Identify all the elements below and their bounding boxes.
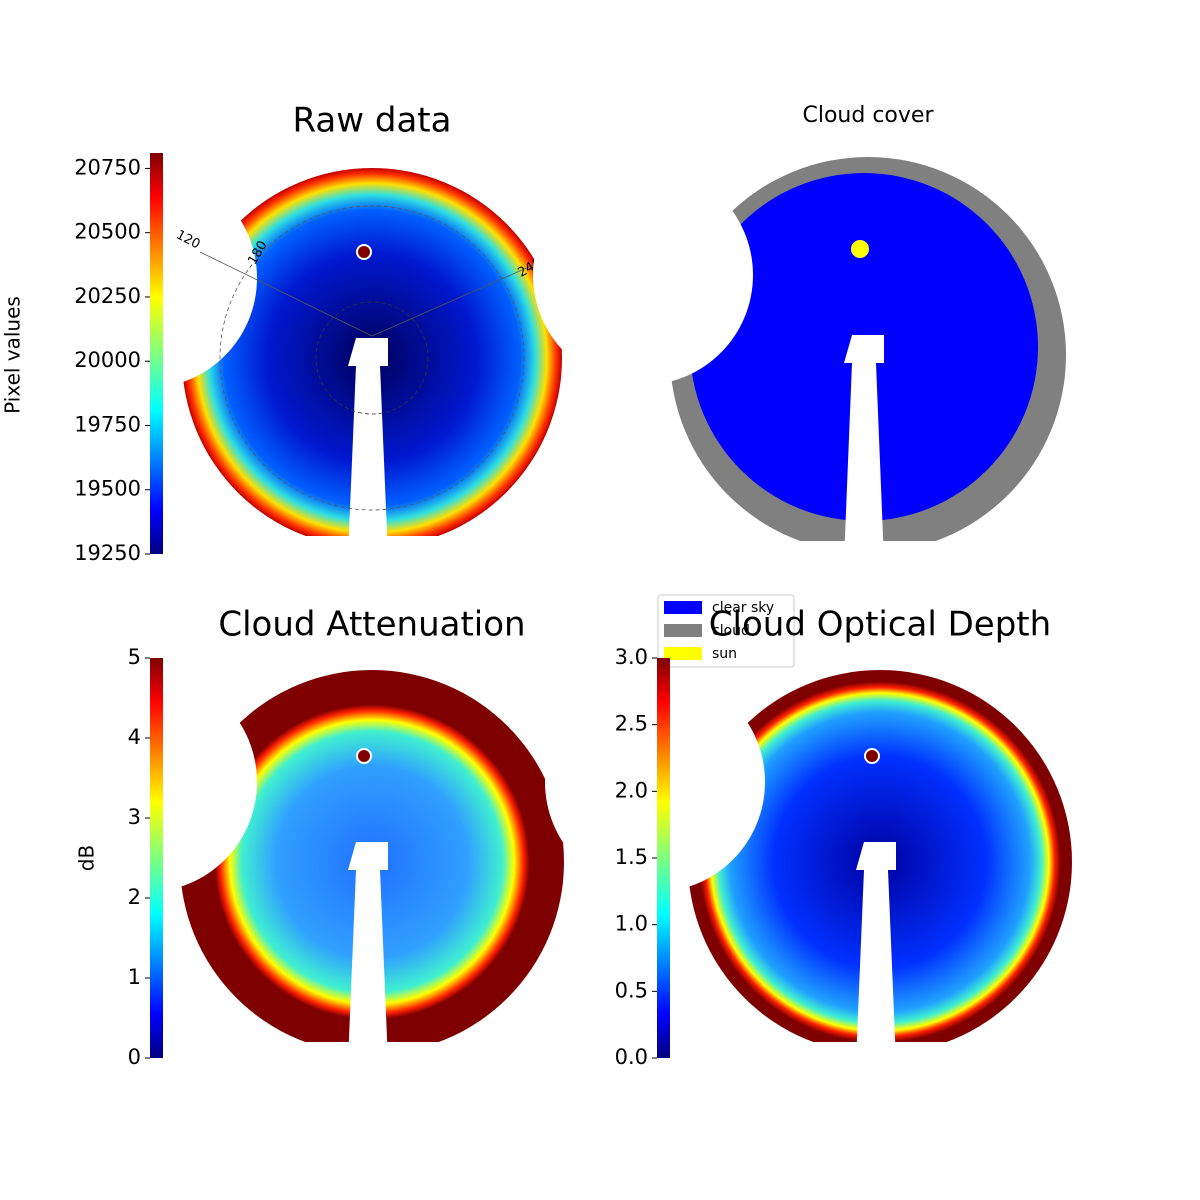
- colorbar: [150, 658, 163, 1058]
- panel-title: Cloud Attenuation: [218, 605, 525, 645]
- panel-title: Cloud Optical Depth: [709, 605, 1051, 645]
- colorbar-tick-label: 20750: [74, 155, 141, 179]
- sky-image: [37, 670, 569, 1062]
- cutout: [545, 672, 765, 892]
- colorbar-tick-label: 3: [128, 805, 141, 829]
- colorbar-tick-label: 2.5: [615, 712, 648, 736]
- panel-title: Raw data: [293, 101, 452, 141]
- legend-label: sun: [712, 646, 737, 662]
- azimuth-line: [199, 251, 373, 337]
- cutout: [37, 672, 257, 892]
- colorbar-tick-label: 0.5: [615, 978, 648, 1002]
- legend-label: clear sky: [712, 600, 774, 616]
- colorbar-tick-label: 19250: [74, 541, 141, 565]
- sun-region: [851, 240, 869, 258]
- colorbar-tick-label: 20500: [74, 220, 141, 244]
- colorbar-tick-label: 5: [128, 645, 141, 669]
- colorbar: [657, 658, 670, 1058]
- grid-circle: [315, 301, 429, 415]
- colorbar-tick-label: 0.0: [615, 1045, 648, 1069]
- colorbar-tick-label: 1.5: [615, 845, 648, 869]
- colorbar-tick-label: 2: [128, 885, 141, 909]
- sun-spot: [356, 748, 372, 764]
- cutout: [533, 165, 753, 385]
- colorbar-tick-label: 20000: [74, 348, 141, 372]
- colorbar-tick-label: 1.0: [615, 912, 648, 936]
- colorbar-tick-label: 3.0: [615, 645, 648, 669]
- grid-circle: [219, 205, 525, 511]
- colorbar-tick-label: 19750: [74, 412, 141, 436]
- panel-title: Cloud cover: [803, 103, 935, 128]
- legend-swatch: [664, 624, 702, 637]
- legend-swatch: [664, 601, 702, 614]
- mast: [348, 338, 388, 556]
- colorbar-tick-label: 4: [128, 725, 141, 749]
- colorbar-tick-label: 20250: [74, 284, 141, 308]
- colorbar-tick-label: 19500: [74, 477, 141, 501]
- legend-swatch: [664, 647, 702, 660]
- colorbar-label: Pixel values: [1, 296, 25, 414]
- sky-image: [37, 168, 567, 556]
- legend-label: cloud: [712, 623, 750, 639]
- colorbar-tick-label: 0: [128, 1045, 141, 1069]
- mast: [348, 842, 388, 1062]
- colorbar-tick-label: 2.0: [615, 778, 648, 802]
- mast: [856, 842, 896, 1062]
- sun-spot: [864, 748, 880, 764]
- sky-image: [545, 670, 1077, 1062]
- colorbar-tick-label: 1: [128, 965, 141, 989]
- colorbar: [150, 153, 163, 554]
- mast: [844, 335, 884, 561]
- cutout: [37, 168, 257, 388]
- colorbar-label: dB: [75, 845, 99, 871]
- sun-spot: [356, 244, 372, 260]
- sky-image: [533, 157, 1071, 561]
